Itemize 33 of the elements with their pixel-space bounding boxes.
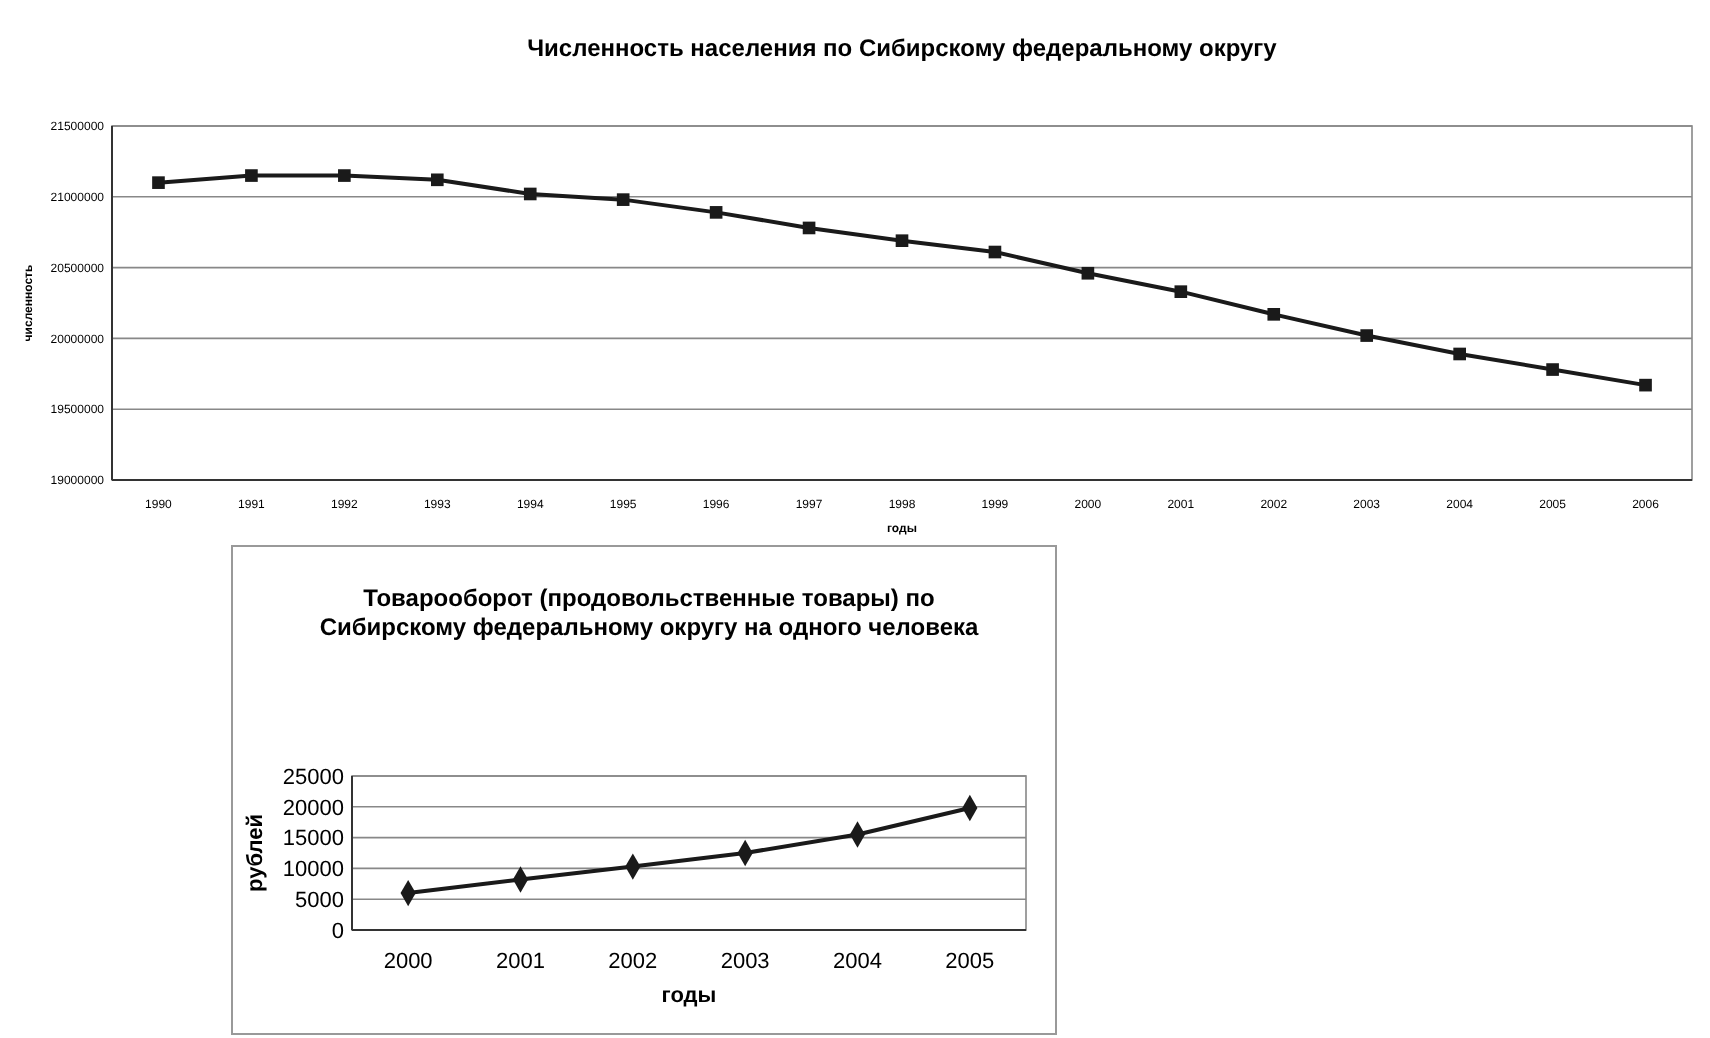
chart-title: Численность населения по Сибирскому федеральному округу <box>527 34 1278 62</box>
y-tick-label: 25000 <box>282 765 344 790</box>
point <box>430 173 444 187</box>
point <box>338 169 351 182</box>
point <box>709 206 723 219</box>
point <box>988 245 1002 259</box>
x-tick-label: 2003 <box>720 950 770 974</box>
x-tick-label: 2002 <box>608 950 658 974</box>
point <box>895 234 909 248</box>
x-tick-label: 2005 <box>945 950 995 974</box>
chart-title: Товарооборот (продовольственные товары) по Сибирскому федеральному округу на одного человека <box>319 584 979 641</box>
x-tick-label: 2000 <box>383 950 433 974</box>
x-tick-label: 2001 <box>496 950 545 974</box>
point <box>245 169 258 182</box>
point <box>152 176 165 189</box>
y-tick-label: 10000 <box>282 858 344 883</box>
point <box>523 187 537 201</box>
y-tick-label: 0 <box>331 919 344 944</box>
point <box>616 193 630 206</box>
y-tick-label: 5000 <box>295 888 344 913</box>
point <box>1546 363 1559 376</box>
point <box>1360 329 1374 342</box>
point <box>1267 308 1281 321</box>
y-tick-label: 20000 <box>282 796 344 821</box>
point <box>1639 378 1652 392</box>
point <box>802 221 816 235</box>
x-tick-label: 2004 <box>833 950 882 974</box>
point <box>1174 285 1188 298</box>
y-tick-label: 15000 <box>282 827 344 852</box>
point <box>1453 347 1466 361</box>
y-axis-title: рублей <box>244 814 268 892</box>
x-axis-title: годы <box>661 984 717 1008</box>
point <box>1081 266 1095 280</box>
